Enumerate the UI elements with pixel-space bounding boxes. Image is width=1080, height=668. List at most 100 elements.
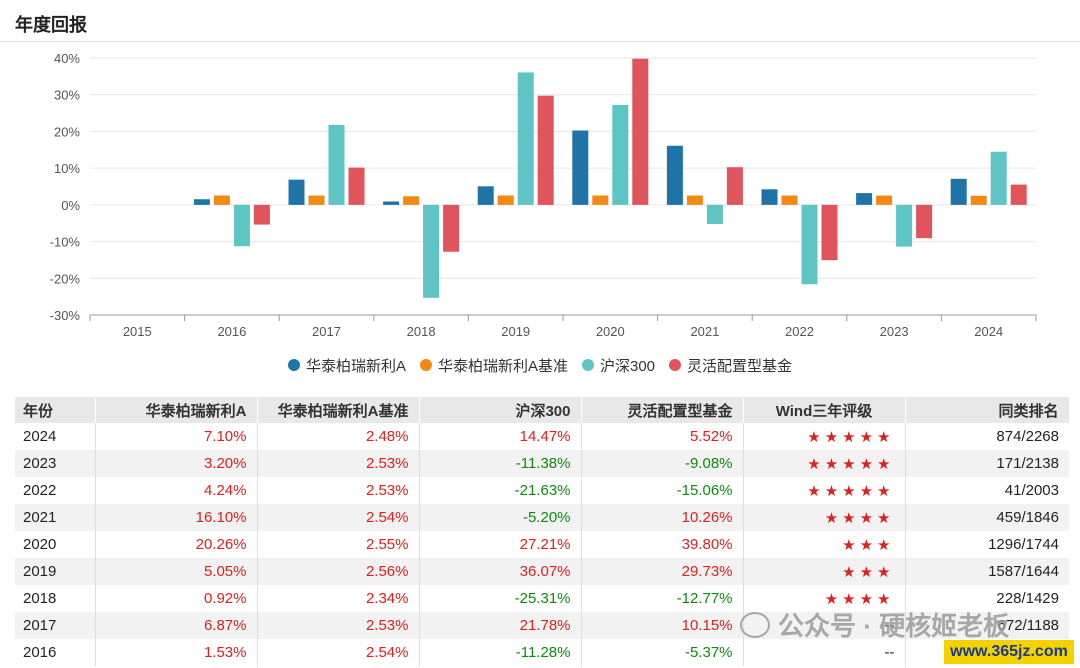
bar <box>423 204 440 298</box>
legend-marker-icon <box>419 359 432 371</box>
table-row: 2023 3.20% 2.53% -11.38% -9.08% ★★★★★ 171/2138 <box>15 450 1069 477</box>
cell-wind-rating: ★★★★★ <box>743 450 906 477</box>
header-peer-rank: 同类排名 <box>905 397 1070 423</box>
cell-peer-rank: 171/2138 <box>905 450 1069 477</box>
header-benchmark: 华泰柏瑞新利A基准 <box>257 397 420 423</box>
bar <box>761 189 778 205</box>
cell-fund: 0.92% <box>95 585 258 612</box>
annual-return-table: 年份 华泰柏瑞新利A 华泰柏瑞新利A基准 沪深300 灵活配置型基金 Wind三… <box>15 397 1070 666</box>
cell-hs300: 21.78% <box>419 612 582 639</box>
cell-wind-rating: ★★★★★ <box>743 423 906 450</box>
cell-hs300: 14.47% <box>419 423 582 450</box>
cell-peer-rank: 41/2003 <box>1004 482 1059 499</box>
bar <box>990 151 1007 205</box>
cell-hs300: 27.21% <box>419 531 582 558</box>
cell-year: 2020 <box>15 531 96 558</box>
cell-wind-rating: -- <box>743 612 906 639</box>
bar <box>288 179 305 205</box>
bar <box>193 199 210 205</box>
x-tick-label: 2022 <box>785 324 814 339</box>
bar <box>383 201 400 205</box>
cell-flex-fund: 5.52% <box>581 423 744 450</box>
bar <box>970 195 987 205</box>
bar <box>916 204 933 239</box>
cell-benchmark: 2.54% <box>257 504 420 531</box>
bar <box>537 95 554 205</box>
table-row: 2017 6.87% 2.53% 21.78% 10.15% -- 672/1188 <box>15 612 1069 639</box>
legend-item[interactable]: 灵活配置型基金 <box>669 355 792 376</box>
y-tick-label: -10% <box>50 235 81 250</box>
cell-hs300: -5.20% <box>419 504 582 531</box>
cell-fund: 20.26% <box>95 531 258 558</box>
cell-year: 2018 <box>15 585 96 612</box>
cell-fund: 4.24% <box>95 477 258 504</box>
cell-benchmark: 2.48% <box>257 423 420 450</box>
cell-flex-fund: 10.26% <box>581 504 744 531</box>
bar <box>856 193 873 205</box>
bar <box>612 104 629 205</box>
legend-label: 华泰柏瑞新利A <box>305 357 406 375</box>
legend-marker-icon <box>669 359 682 371</box>
cell-wind-rating: ★★★★ <box>743 504 906 531</box>
bar <box>233 204 250 247</box>
bar <box>477 186 494 205</box>
cell-hs300: -11.38% <box>419 450 582 477</box>
cell-flex-fund: -12.77% <box>581 585 744 612</box>
bar <box>781 195 798 205</box>
cell-flex-fund: -5.37% <box>581 639 744 666</box>
cell-hs300: -21.63% <box>419 477 582 504</box>
annual-return-chart: 40% 30% 20% 10% 0% -10% -20% -30% 2015 2016 2017 20… <box>50 51 1037 339</box>
cell-hs300: 36.07% <box>419 558 582 585</box>
legend-item[interactable]: 华泰柏瑞新利A <box>287 355 406 376</box>
table-row: 2018 0.92% 2.34% -25.31% -12.77% ★★★★ 228/1429 <box>15 585 1069 612</box>
y-tick-label: 30% <box>54 88 80 103</box>
x-tick-label: 2021 <box>690 324 719 339</box>
cell-benchmark: 2.56% <box>257 558 420 585</box>
y-tick-label: 40% <box>54 51 80 66</box>
bar <box>821 204 838 261</box>
cell-year: 2022 <box>15 477 96 504</box>
cell-flex-fund: 39.80% <box>581 531 744 558</box>
cell-year: 2017 <box>15 612 96 639</box>
cell-year: 2024 <box>15 423 96 450</box>
bar <box>686 195 703 205</box>
cell-wind-rating: ★★★★ <box>743 585 906 612</box>
cell-fund: 16.10% <box>95 504 258 531</box>
cell-year: 2019 <box>15 558 96 585</box>
cell-peer-rank: 874/2268 <box>996 428 1059 445</box>
cell-peer-rank: 228/1429 <box>996 590 1059 607</box>
cell-fund: 5.05% <box>95 558 258 585</box>
bar <box>801 204 818 285</box>
bar <box>403 196 420 205</box>
table-row: 2021 16.10% 2.54% -5.20% 10.26% ★★★★ 459/1846 <box>15 504 1069 531</box>
bar <box>348 167 365 205</box>
bar <box>706 204 723 224</box>
y-tick-label: -20% <box>50 271 81 286</box>
table-row: 2022 4.24% 2.53% -21.63% -15.06% ★★★★★ 41/2003 <box>15 477 1069 504</box>
cell-wind-rating: -- <box>743 639 906 666</box>
y-tick-label: 0% <box>61 198 80 213</box>
bar <box>592 195 609 205</box>
bar <box>443 204 460 252</box>
cell-wind-rating: ★★★ <box>743 558 906 585</box>
cell-benchmark: 2.53% <box>257 477 420 504</box>
cell-peer-rank: 1587/1644 <box>905 558 1069 585</box>
legend-item[interactable]: 华泰柏瑞新利A基准 <box>419 355 568 376</box>
header-fund: 华泰柏瑞新利A <box>95 397 258 423</box>
y-tick-label: 20% <box>54 124 80 139</box>
panel-header: 年度回报 <box>0 0 1080 42</box>
table-row: 2019 5.05% 2.56% 36.07% 29.73% ★★★ 1587/1644 <box>15 558 1069 585</box>
cell-wind-rating: ★★★★★ <box>743 477 906 504</box>
cell-fund: 6.87% <box>95 612 258 639</box>
x-tick-label: 2020 <box>596 324 625 339</box>
bar <box>517 72 534 205</box>
legend-label: 灵活配置型基金 <box>687 357 793 375</box>
legend-item[interactable]: 沪深300 <box>581 355 655 376</box>
bar <box>876 195 893 205</box>
cell-benchmark: 2.55% <box>257 531 420 558</box>
cell-benchmark: 2.53% <box>257 612 420 639</box>
watermark: 公众号 · 硬核姬老板 <box>740 606 1009 643</box>
y-tick-label: -30% <box>50 308 81 323</box>
x-tick-label: 2015 <box>123 324 152 339</box>
